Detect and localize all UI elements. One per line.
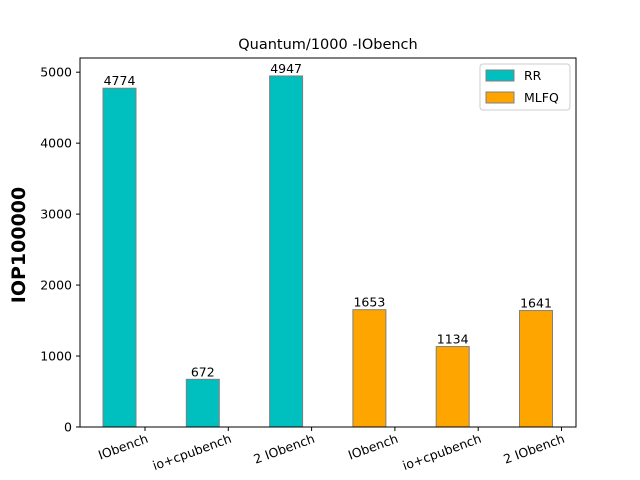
plot-area-frame <box>79 57 577 428</box>
chart-title: Quantum/1000 -IObench <box>238 37 417 53</box>
y-axis-ticks: 0 1000 2000 3000 4000 5000 <box>40 65 80 435</box>
y-tick-label: 3000 <box>40 207 72 222</box>
x-tick-label: IObench <box>96 431 150 463</box>
y-tick-label: 1000 <box>40 349 72 364</box>
legend-swatch-rr <box>485 69 515 82</box>
bars <box>102 75 553 428</box>
x-tick-label: 2 IObench <box>501 431 566 467</box>
y-tick-label: 2000 <box>40 278 72 293</box>
bar-rr <box>102 87 137 428</box>
bar-value-label: 1653 <box>353 295 385 310</box>
x-tick-label: io+cpubench <box>400 431 483 473</box>
x-tick-label: 2 IObench <box>252 431 317 467</box>
bar-mlfq <box>435 346 470 428</box>
legend-label-mlfq: MLFQ <box>524 90 559 105</box>
y-axis-label: IOP100000 <box>8 187 30 303</box>
bar-rr <box>185 378 220 428</box>
bar-mlfq <box>352 309 387 428</box>
x-tick-label: IObench <box>346 431 400 463</box>
bar-value-label: 4947 <box>270 61 302 76</box>
bar-value-label: 1641 <box>520 296 552 311</box>
x-axis-ticks: IObench io+cpubench 2 IObench IObench io+cpu… <box>96 427 567 473</box>
y-tick-label: 4000 <box>40 136 72 151</box>
x-tick-label: io+cpubench <box>151 431 234 473</box>
bar-value-label: 1134 <box>437 332 469 347</box>
bar-value-label: 672 <box>191 364 215 379</box>
data-labels: 4774 672 4947 1653 1134 1641 <box>104 61 552 379</box>
bar-rr <box>269 75 304 428</box>
bar-mlfq <box>519 310 553 428</box>
y-tick-label: 5000 <box>40 65 72 80</box>
y-tick-label: 0 <box>64 420 72 435</box>
bar-value-label: 4774 <box>104 73 136 88</box>
legend-swatch-mlfq <box>485 91 515 104</box>
legend: RR MLFQ <box>479 63 571 111</box>
legend-label-rr: RR <box>524 68 542 83</box>
